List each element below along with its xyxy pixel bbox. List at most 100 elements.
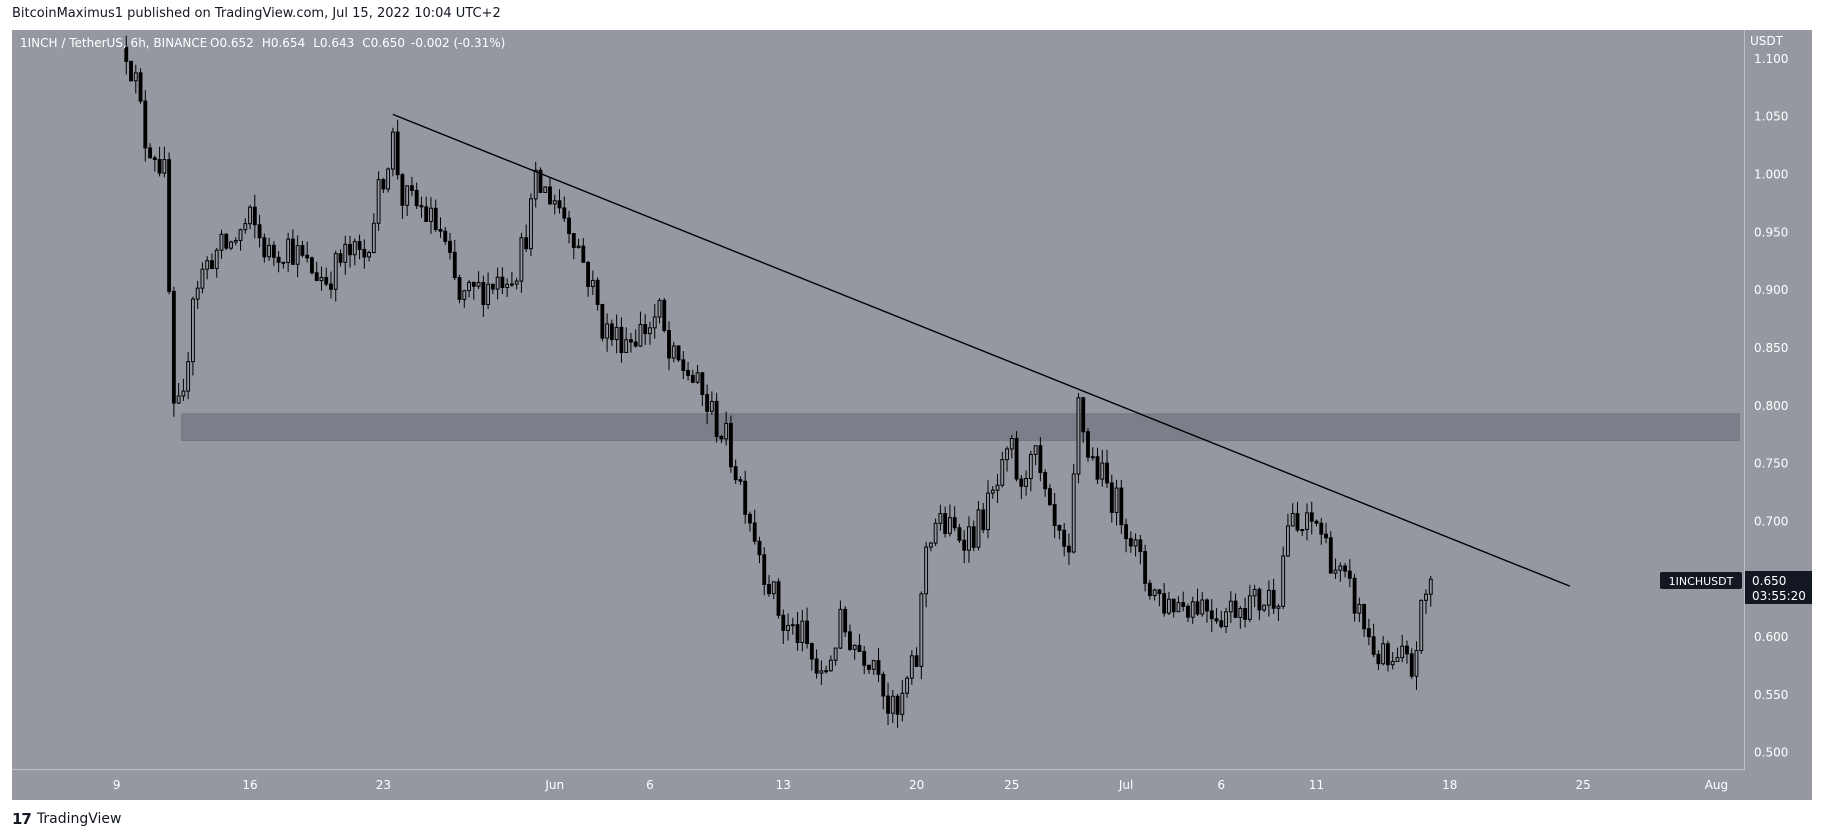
candle [167, 152, 172, 295]
candle [1305, 503, 1309, 541]
candle [871, 659, 876, 675]
candle [1381, 635, 1386, 666]
candle [914, 647, 919, 668]
price-tick-label: 0.500 [1754, 746, 1788, 760]
time-tick-label: 6 [1217, 778, 1225, 792]
tradingview-branding[interactable]: 17 TradingView [12, 810, 121, 828]
candle [676, 345, 681, 362]
candle [162, 146, 167, 178]
candle [976, 501, 981, 551]
axis-unit-label: USDT [1750, 34, 1784, 48]
time-axis: 9 16 23 Jun 6 13 20 25 Jul 6 11 18 25 Aug [113, 778, 1728, 792]
candle [367, 250, 372, 262]
candle [1119, 479, 1124, 534]
candle [981, 502, 986, 534]
price-tick-label: 0.800 [1754, 399, 1788, 413]
time-tick-label: 16 [242, 778, 257, 792]
price-tick-label: 1.050 [1754, 110, 1788, 124]
candle [1109, 474, 1114, 523]
candle [252, 194, 257, 239]
candle [1081, 396, 1086, 443]
candle [1424, 589, 1428, 615]
candle [1128, 531, 1133, 553]
candle [371, 213, 376, 254]
candle [828, 655, 833, 672]
candle [1414, 641, 1419, 690]
candle [728, 415, 733, 473]
plot-background [12, 30, 1745, 770]
candle [457, 274, 462, 304]
candle [557, 189, 562, 214]
candle [567, 210, 571, 244]
candlestick-chart[interactable]: 1.100 1.050 1.000 0.950 0.900 0.850 0.800 0.750… [12, 30, 1812, 800]
candle [429, 197, 433, 234]
candle [571, 232, 576, 260]
candle [1171, 598, 1176, 618]
candle [605, 313, 610, 352]
candle [995, 474, 1000, 504]
candle [938, 504, 943, 531]
candle [1024, 470, 1029, 496]
candle [795, 612, 800, 651]
high-value: 0.654 [271, 36, 305, 50]
candle [1067, 533, 1071, 566]
candle [1243, 597, 1248, 628]
candle [543, 186, 548, 193]
bar-countdown: 03:55:20 [1752, 589, 1806, 603]
trendline-layer [392, 113, 1571, 587]
candle [876, 647, 881, 682]
candle [548, 177, 552, 205]
candle [486, 272, 491, 309]
candle [738, 476, 743, 485]
candle [624, 327, 629, 354]
candle [1286, 513, 1290, 558]
candle [867, 664, 871, 674]
candle [414, 182, 419, 209]
candle [681, 351, 686, 380]
time-tick-label: 13 [776, 778, 791, 792]
candle [181, 378, 186, 401]
low-value: 0.643 [320, 36, 354, 50]
candle [224, 232, 229, 251]
time-tick-label: Aug [1705, 778, 1728, 792]
candle [1143, 544, 1148, 592]
candle [281, 261, 286, 269]
candle [838, 600, 843, 650]
candle [1224, 607, 1228, 634]
candle [1014, 431, 1019, 482]
candle [1395, 647, 1400, 662]
brand-name: TradingView [36, 811, 122, 827]
close-value: 0.650 [371, 36, 405, 50]
candle [329, 271, 333, 299]
time-tick-label: Jun [544, 778, 564, 792]
candle [757, 536, 762, 564]
candle [581, 237, 586, 263]
candle [1324, 522, 1328, 544]
descending-trendline[interactable] [392, 113, 1571, 587]
candle [576, 238, 581, 249]
candle [671, 341, 676, 363]
last-price-tag: 0.650 03:55:20 [1745, 571, 1812, 604]
candle [1338, 562, 1343, 582]
candle [305, 241, 310, 263]
candle [1247, 584, 1252, 623]
candle [1409, 648, 1414, 679]
candle [881, 671, 886, 710]
candle [900, 680, 905, 722]
price-tick-label: 0.600 [1754, 630, 1788, 644]
candle [762, 547, 767, 596]
candle [1071, 463, 1076, 554]
symbol-title: 1INCH / TetherUS, 6h, BINANCE [20, 36, 207, 50]
candle [271, 241, 276, 267]
candle [357, 234, 362, 260]
open-value: 0.652 [219, 36, 253, 50]
candle [562, 196, 567, 222]
candle [1343, 563, 1348, 578]
candle [919, 591, 924, 680]
candle [129, 60, 133, 82]
price-axis-background [1745, 30, 1812, 770]
candle [814, 649, 819, 679]
candle [262, 233, 267, 263]
candle [348, 235, 352, 268]
candle [395, 119, 400, 180]
